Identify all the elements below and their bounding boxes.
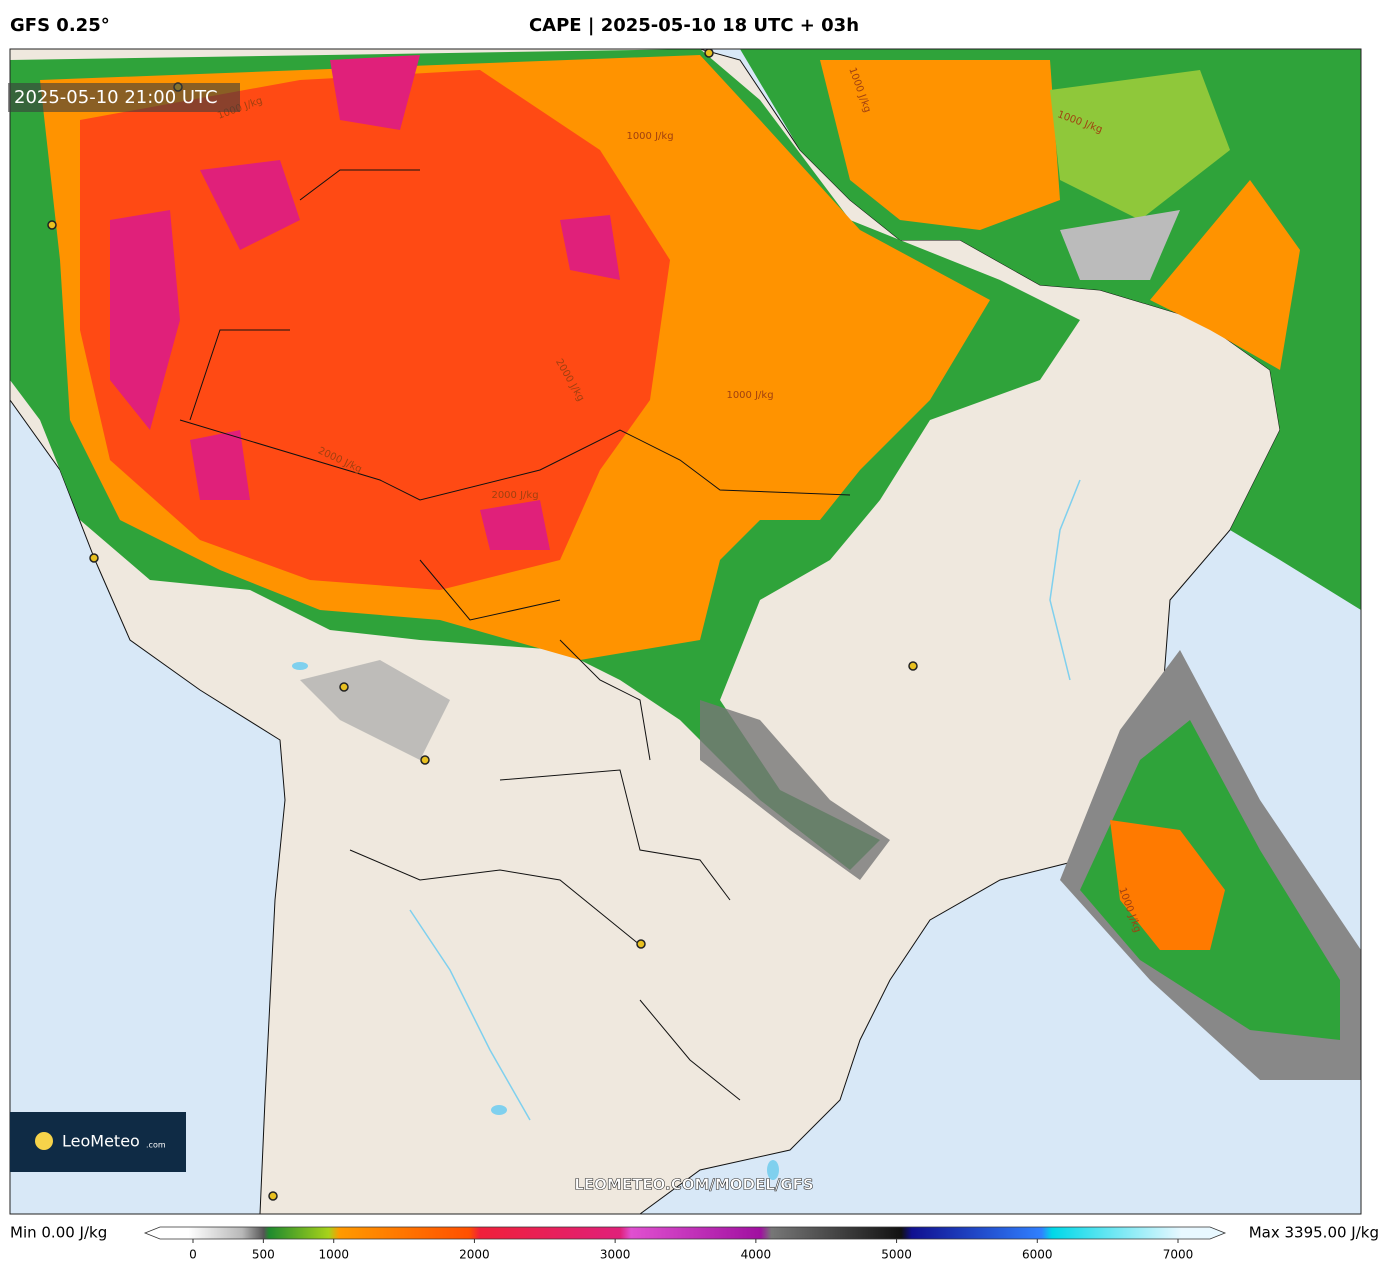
- logo-sun: [35, 1132, 53, 1150]
- colorbar-tick-label: 6000: [1022, 1248, 1053, 1262]
- colorbar-tick-label: 0: [189, 1248, 197, 1262]
- contour-label: 1000 J/kg: [726, 390, 773, 401]
- logo-suffix: .com: [146, 1141, 166, 1150]
- logo-text: LeoMeteo: [62, 1132, 140, 1151]
- colorbar-min: Min 0.00 J/kg: [10, 1224, 107, 1242]
- map: [10, 49, 1361, 1214]
- valid-time: 2025-05-10 21:00 UTC: [14, 87, 218, 108]
- colorbar-tick-label: 2000: [459, 1248, 490, 1262]
- colorbar-tick-label: 500: [252, 1248, 275, 1262]
- colorbar-tick-label: 7000: [1163, 1248, 1194, 1262]
- colorbar-tick-label: 5000: [881, 1248, 912, 1262]
- map-title: CAPE | 2025-05-10 18 UTC + 03h: [529, 15, 859, 36]
- colorbar-tick-label: 3000: [600, 1248, 631, 1262]
- contour-label: 2000 J/kg: [491, 490, 538, 501]
- model-name: GFS 0.25°: [10, 15, 110, 36]
- map-frame: [9, 48, 1362, 1215]
- time-box: [8, 83, 240, 112]
- contour-label: 1000 J/kg: [626, 131, 673, 142]
- colorbar-tick-label: 4000: [741, 1248, 772, 1262]
- colorbar-max: Max 3395.00 J/kg: [1249, 1224, 1379, 1242]
- colorbar: [143, 1226, 1227, 1240]
- colorbar-tick-label: 1000: [318, 1248, 349, 1262]
- watermark: LEOMETEO.COM/MODEL/GFS: [574, 1176, 813, 1194]
